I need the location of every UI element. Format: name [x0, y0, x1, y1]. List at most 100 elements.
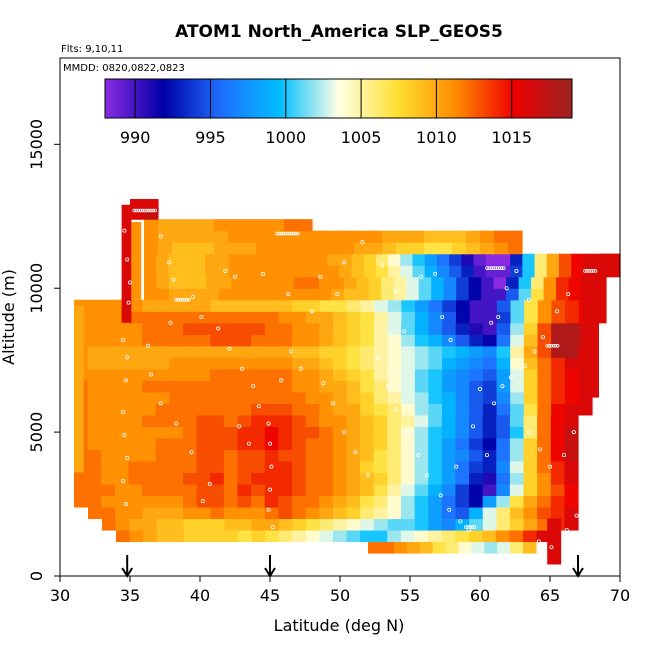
heatmap-cell [291, 426, 307, 439]
heatmap-cell [565, 311, 580, 324]
heatmap-cell [482, 518, 497, 531]
heatmap-cell [396, 230, 411, 243]
heatmap-cell [564, 334, 579, 347]
observation-point [468, 525, 473, 529]
heatmap-cell [449, 265, 462, 278]
heatmap-cell [414, 368, 430, 381]
heatmap-cell [360, 518, 375, 531]
heatmap-cell [223, 403, 239, 416]
heatmap-cell [414, 322, 430, 335]
heatmap-cell [522, 253, 536, 266]
heatmap-cell [496, 472, 511, 485]
heatmap-cell [510, 368, 525, 381]
heatmap-cell [387, 345, 402, 358]
heatmap-cell [343, 288, 357, 301]
heatmap-cell [183, 391, 198, 404]
observation-point [125, 456, 130, 461]
heatmap-cell [128, 483, 143, 497]
heatmap-cell [551, 345, 566, 358]
heatmap-cell [243, 288, 257, 301]
heatmap-cell [180, 253, 194, 266]
heatmap-cell [449, 253, 462, 266]
heatmap-cell [292, 322, 307, 335]
heatmap-cell [168, 265, 182, 278]
heatmap-cell [196, 391, 211, 404]
heatmap-cell [537, 403, 552, 416]
heatmap-cell [550, 483, 565, 497]
heatmap-cell [360, 414, 375, 427]
heatmap-cell [278, 265, 292, 278]
heatmap-cell [550, 472, 565, 485]
heatmap-cell [158, 242, 173, 255]
heatmap-cell [142, 357, 157, 370]
heatmap-cell [441, 506, 457, 520]
heatmap-cell [305, 506, 320, 520]
heatmap-cell [251, 472, 266, 485]
observation-point [593, 269, 598, 273]
heatmap-cell [169, 437, 184, 450]
heatmap-cell [414, 357, 430, 370]
heatmap-cell [509, 426, 525, 439]
heatmap-cell [455, 426, 470, 439]
heatmap-cell [155, 460, 170, 473]
y-tick-label: 10000 [27, 263, 46, 314]
heatmap-cell [101, 483, 116, 497]
observation-point [493, 266, 498, 270]
heatmap-cell [346, 414, 361, 427]
heatmap-cell [237, 345, 252, 358]
heatmap-cell [412, 253, 426, 266]
heatmap-cell [534, 265, 548, 278]
heatmap-cell [339, 253, 353, 266]
heatmap-cell [87, 472, 102, 485]
heatmap-cell [158, 230, 173, 243]
heatmap-cell [142, 322, 157, 335]
heatmap-cell [196, 472, 211, 485]
observation-point [309, 309, 314, 314]
heatmap-cell [455, 414, 470, 427]
observation-point [174, 421, 179, 426]
heatmap-cell [292, 403, 307, 416]
heatmap-cell [281, 288, 295, 301]
observation-point [318, 274, 323, 279]
observation-point [553, 343, 558, 348]
heatmap-cell [87, 311, 102, 324]
heatmap-cell [346, 426, 361, 439]
heatmap-cell [332, 414, 348, 427]
heatmap-cell [156, 276, 170, 289]
heatmap-cell [155, 380, 171, 393]
heatmap-cell [155, 391, 171, 404]
heatmap-cell [292, 506, 307, 520]
heatmap-cell [564, 437, 579, 450]
heatmap-cell [415, 311, 430, 324]
heatmap-cell [401, 334, 416, 347]
heatmap-cell [196, 299, 212, 312]
heatmap-cell [114, 403, 130, 416]
heatmap-cell [102, 518, 117, 531]
observation-point [508, 375, 513, 380]
heatmap-cell [155, 414, 170, 427]
heatmap-cell [319, 334, 334, 347]
heatmap-cell [264, 391, 280, 404]
heatmap-cell [461, 265, 475, 278]
heatmap-cell [510, 299, 525, 312]
heatmap-cell [373, 506, 389, 520]
heatmap-cell [319, 483, 334, 497]
heatmap-cell [314, 265, 328, 278]
heatmap-cell [293, 276, 307, 289]
heatmap-cell [400, 437, 416, 450]
heatmap-cell [543, 276, 557, 289]
heatmap-cell [210, 495, 225, 508]
flights-note: Flts: 9,10,11 [61, 44, 123, 55]
heatmap-cell [496, 518, 511, 531]
heatmap-cell [291, 472, 307, 485]
heatmap-cell [327, 253, 340, 266]
heatmap-cell [431, 276, 445, 289]
heatmap-cell [496, 299, 512, 312]
observation-point [180, 297, 185, 302]
heatmap-cell [251, 529, 266, 543]
heatmap-cell [458, 541, 472, 554]
heatmap-cell [101, 506, 116, 520]
heatmap-cell [428, 449, 443, 462]
heatmap-cell [237, 299, 252, 312]
heatmap-cell [223, 426, 239, 439]
